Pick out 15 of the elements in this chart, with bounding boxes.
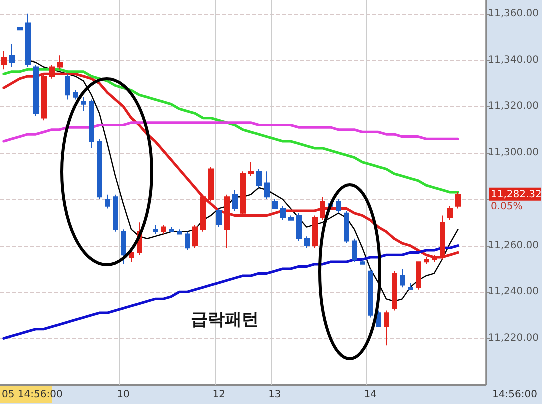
x-tick-label: 12 bbox=[212, 390, 226, 400]
y-tick-label: 11,320.00 bbox=[488, 101, 540, 112]
x-tick-label: 10 bbox=[117, 390, 130, 400]
y-tick-label: 11,220.00 bbox=[488, 333, 540, 344]
y-tick-label: 11,260.00 bbox=[488, 240, 540, 252]
y-tick-label: 11,340.00 bbox=[488, 54, 540, 66]
x-tick-label: 13 bbox=[268, 390, 282, 400]
text: 14:56:00 bbox=[492, 390, 538, 400]
y-tick-label: 11,300.00 bbox=[488, 148, 540, 159]
annotation: 급락패턴 bbox=[191, 310, 259, 330]
x-tick-label: 14 bbox=[364, 390, 377, 400]
y-tick-label: 11,360.00 bbox=[488, 8, 540, 20]
text: 0.05% bbox=[491, 201, 523, 212]
text: 11,282.32 bbox=[491, 189, 542, 200]
y-tick-label: 11,240.00 bbox=[488, 286, 540, 298]
